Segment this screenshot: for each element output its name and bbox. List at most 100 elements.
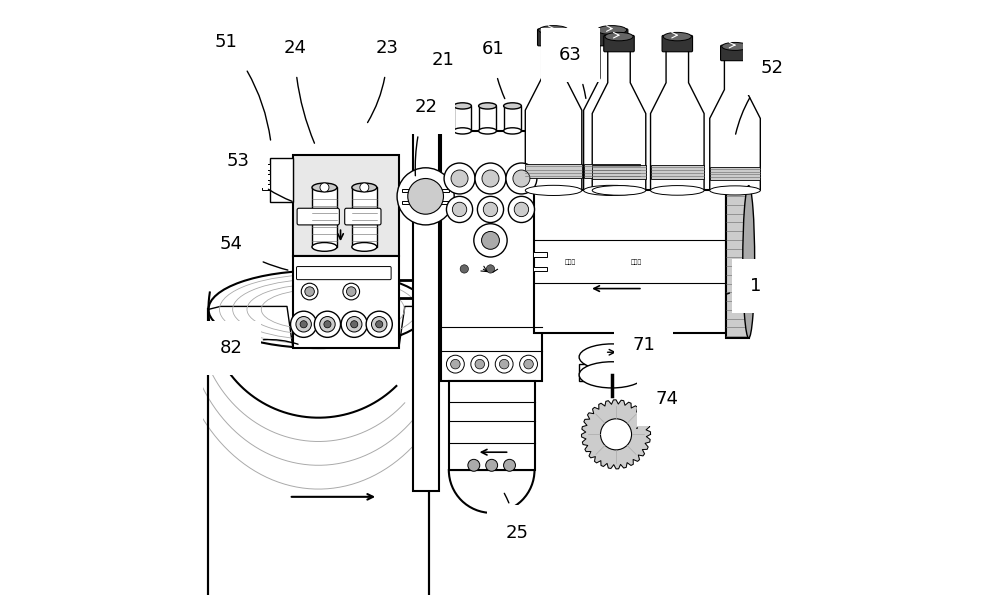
FancyBboxPatch shape <box>262 184 270 190</box>
Text: 54: 54 <box>220 235 288 270</box>
Circle shape <box>475 359 485 369</box>
Ellipse shape <box>539 26 568 35</box>
Circle shape <box>346 287 356 296</box>
Circle shape <box>360 183 369 192</box>
Ellipse shape <box>663 32 691 41</box>
Text: 74: 74 <box>637 390 678 428</box>
FancyBboxPatch shape <box>293 256 399 348</box>
Circle shape <box>499 359 509 369</box>
FancyBboxPatch shape <box>538 29 570 46</box>
Text: 25: 25 <box>504 493 528 541</box>
Ellipse shape <box>504 128 521 134</box>
FancyBboxPatch shape <box>579 364 645 381</box>
FancyBboxPatch shape <box>262 164 270 170</box>
Polygon shape <box>710 60 760 190</box>
Circle shape <box>371 317 387 332</box>
Circle shape <box>320 183 329 192</box>
Text: 63: 63 <box>559 46 586 98</box>
Polygon shape <box>525 45 582 190</box>
Circle shape <box>482 170 499 187</box>
Circle shape <box>468 459 480 471</box>
FancyBboxPatch shape <box>596 29 628 46</box>
Ellipse shape <box>454 103 471 109</box>
Circle shape <box>343 283 360 300</box>
Circle shape <box>483 202 498 217</box>
Text: 22: 22 <box>414 98 437 176</box>
Ellipse shape <box>312 243 337 251</box>
Text: 21: 21 <box>429 51 455 111</box>
Text: 53: 53 <box>227 152 292 201</box>
Text: 1: 1 <box>727 277 762 295</box>
Circle shape <box>475 163 506 194</box>
Circle shape <box>446 196 473 223</box>
FancyBboxPatch shape <box>312 187 337 247</box>
FancyBboxPatch shape <box>525 164 582 178</box>
FancyBboxPatch shape <box>710 167 760 180</box>
FancyBboxPatch shape <box>584 164 640 178</box>
Ellipse shape <box>525 185 582 196</box>
Text: 23: 23 <box>368 39 398 123</box>
FancyBboxPatch shape <box>440 131 542 381</box>
Polygon shape <box>592 51 646 190</box>
Text: 51: 51 <box>215 33 271 140</box>
FancyBboxPatch shape <box>534 190 726 333</box>
Ellipse shape <box>352 183 377 192</box>
Circle shape <box>506 163 537 194</box>
Circle shape <box>376 321 383 328</box>
FancyBboxPatch shape <box>262 174 270 180</box>
Polygon shape <box>584 45 640 190</box>
FancyBboxPatch shape <box>726 186 749 338</box>
Circle shape <box>513 170 530 187</box>
Circle shape <box>305 287 314 296</box>
Circle shape <box>495 355 513 373</box>
Circle shape <box>486 265 495 273</box>
Ellipse shape <box>722 42 748 51</box>
Ellipse shape <box>479 128 496 134</box>
Ellipse shape <box>579 344 645 370</box>
Wedge shape <box>449 470 535 513</box>
Circle shape <box>508 196 535 223</box>
Circle shape <box>451 359 460 369</box>
FancyBboxPatch shape <box>402 189 449 192</box>
FancyBboxPatch shape <box>651 165 704 179</box>
Text: 24: 24 <box>283 39 314 143</box>
Circle shape <box>346 317 362 332</box>
Text: 82: 82 <box>220 339 298 357</box>
Ellipse shape <box>605 32 633 41</box>
FancyBboxPatch shape <box>533 267 547 271</box>
Ellipse shape <box>584 185 640 196</box>
Circle shape <box>408 178 443 214</box>
Ellipse shape <box>579 362 645 388</box>
Circle shape <box>314 311 341 337</box>
FancyBboxPatch shape <box>293 155 399 256</box>
FancyBboxPatch shape <box>504 106 521 131</box>
Polygon shape <box>651 51 704 190</box>
Text: 出水端: 出水端 <box>631 259 642 265</box>
Circle shape <box>351 321 358 328</box>
FancyBboxPatch shape <box>662 36 693 52</box>
Circle shape <box>471 355 489 373</box>
FancyBboxPatch shape <box>270 158 293 202</box>
Circle shape <box>451 170 468 187</box>
Circle shape <box>397 168 454 225</box>
Ellipse shape <box>597 26 627 35</box>
Circle shape <box>446 355 464 373</box>
Circle shape <box>514 202 529 217</box>
FancyBboxPatch shape <box>345 208 381 225</box>
FancyBboxPatch shape <box>352 187 377 247</box>
Circle shape <box>474 224 507 257</box>
Text: 61: 61 <box>481 40 505 99</box>
Text: 71: 71 <box>626 336 655 367</box>
Circle shape <box>296 317 311 332</box>
FancyBboxPatch shape <box>604 36 634 52</box>
Circle shape <box>291 311 317 337</box>
Ellipse shape <box>710 186 760 195</box>
FancyBboxPatch shape <box>721 45 749 61</box>
Ellipse shape <box>651 186 704 195</box>
Polygon shape <box>582 400 651 469</box>
Circle shape <box>324 321 331 328</box>
Ellipse shape <box>743 186 755 338</box>
Ellipse shape <box>352 243 377 251</box>
FancyBboxPatch shape <box>402 201 449 204</box>
FancyBboxPatch shape <box>297 208 339 225</box>
